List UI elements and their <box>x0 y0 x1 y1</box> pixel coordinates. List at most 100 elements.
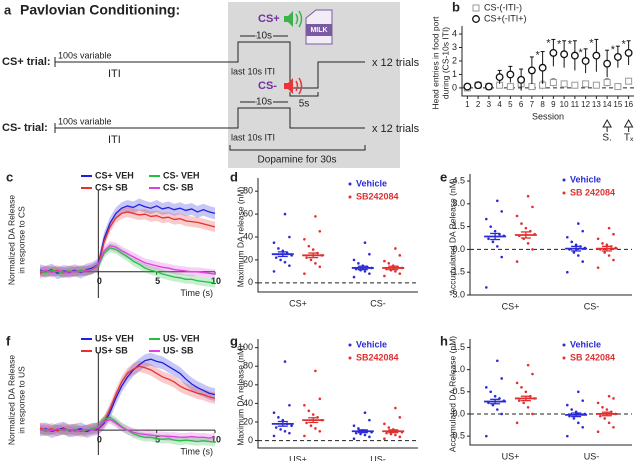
iti: ITI <box>108 68 121 80</box>
x-tick-label: 5 <box>508 100 513 109</box>
cue-label: CS- <box>258 80 277 92</box>
point <box>571 81 579 89</box>
point <box>394 270 397 273</box>
y-axis-label: in response to CS <box>16 206 26 274</box>
x-tick-label: 4 <box>497 100 502 109</box>
x-tick-label: 13 <box>592 100 601 109</box>
point <box>592 51 601 60</box>
point <box>359 432 362 436</box>
point <box>531 248 534 251</box>
point <box>572 417 576 420</box>
iti-note: 100s variable <box>58 50 112 60</box>
point <box>279 428 282 431</box>
cue-length: 10s <box>256 97 272 108</box>
point <box>283 260 287 264</box>
line <box>39 244 216 275</box>
point <box>624 48 633 57</box>
y-axis-label: Maximum DA release (nM) <box>235 187 245 288</box>
y-tick-label: 0 <box>452 82 457 92</box>
point <box>279 258 282 262</box>
point <box>603 59 612 68</box>
point <box>288 431 291 435</box>
point <box>605 408 609 411</box>
y-axis-label: in response to US <box>16 366 26 434</box>
point <box>385 431 388 435</box>
point <box>485 286 488 289</box>
y-tick-label: 80 <box>243 361 253 371</box>
panel-label: g <box>230 333 238 348</box>
y-tick-label: 1.0 <box>452 364 465 374</box>
point <box>314 215 317 218</box>
point <box>625 77 633 85</box>
point <box>607 421 611 425</box>
point <box>527 66 536 75</box>
legend-label: CS+(-ITI+) <box>484 13 527 23</box>
point <box>309 258 313 262</box>
legend-label: Vehicle <box>570 339 601 349</box>
legend-label: US+ SB <box>95 345 128 355</box>
x-axis-label: Time (s) <box>180 447 213 457</box>
point <box>596 266 600 269</box>
point <box>605 243 609 247</box>
point <box>500 377 504 380</box>
y-axis-label: during (CS-10s ITI) <box>440 27 450 99</box>
point <box>496 245 499 248</box>
point <box>491 240 495 244</box>
legend-label: Vehicle <box>570 174 601 184</box>
point <box>303 434 306 438</box>
point <box>288 264 291 267</box>
point <box>496 359 499 363</box>
point <box>577 254 580 257</box>
point <box>318 429 322 433</box>
panel-label: a <box>4 2 12 17</box>
point <box>352 424 356 427</box>
point <box>515 381 519 385</box>
point <box>368 435 371 439</box>
point <box>581 229 585 233</box>
panel-label: c <box>6 169 13 184</box>
legend-marker <box>562 178 566 182</box>
point <box>283 212 287 216</box>
y-tick-label: 0.5 <box>452 386 465 396</box>
point <box>596 401 600 405</box>
point <box>526 406 530 409</box>
point <box>526 194 530 198</box>
significance: * <box>535 49 540 61</box>
point <box>277 247 280 250</box>
point <box>363 411 367 414</box>
point <box>303 403 306 407</box>
arrow <box>602 118 612 128</box>
point <box>596 237 600 241</box>
y-axis-label: Normalized DA Release <box>6 195 16 286</box>
last-iti: last 10s ITI <box>231 132 275 142</box>
point <box>500 412 504 416</box>
y-tick-label: 0.0 <box>452 244 465 254</box>
point <box>272 411 276 414</box>
point <box>603 417 606 420</box>
point <box>311 248 315 251</box>
y-tick-label: -1.5 <box>449 267 465 277</box>
x-tick-label: 14 <box>603 100 612 109</box>
x-tick-label: CS+ <box>502 301 520 311</box>
y-tick-label: 100 <box>238 342 253 352</box>
legend-label: SB242084 <box>356 352 399 362</box>
point <box>607 254 611 257</box>
y-tick-label: 4.5 <box>452 175 465 185</box>
point <box>531 205 534 209</box>
panel-label: f <box>6 333 11 348</box>
x-tick-label: 10 <box>211 435 221 445</box>
point <box>354 431 358 435</box>
line <box>39 203 216 275</box>
arrow <box>623 118 634 128</box>
x-tick-label: 0 <box>97 435 102 445</box>
point <box>305 421 308 425</box>
point <box>577 390 580 394</box>
y-tick-label: 3.0 <box>452 198 465 208</box>
point <box>314 262 317 265</box>
point <box>463 82 472 91</box>
legend-label: US- SB <box>163 345 194 355</box>
us-length: 5s <box>299 99 310 110</box>
cue-length: 10s <box>256 31 272 42</box>
point <box>549 79 557 87</box>
